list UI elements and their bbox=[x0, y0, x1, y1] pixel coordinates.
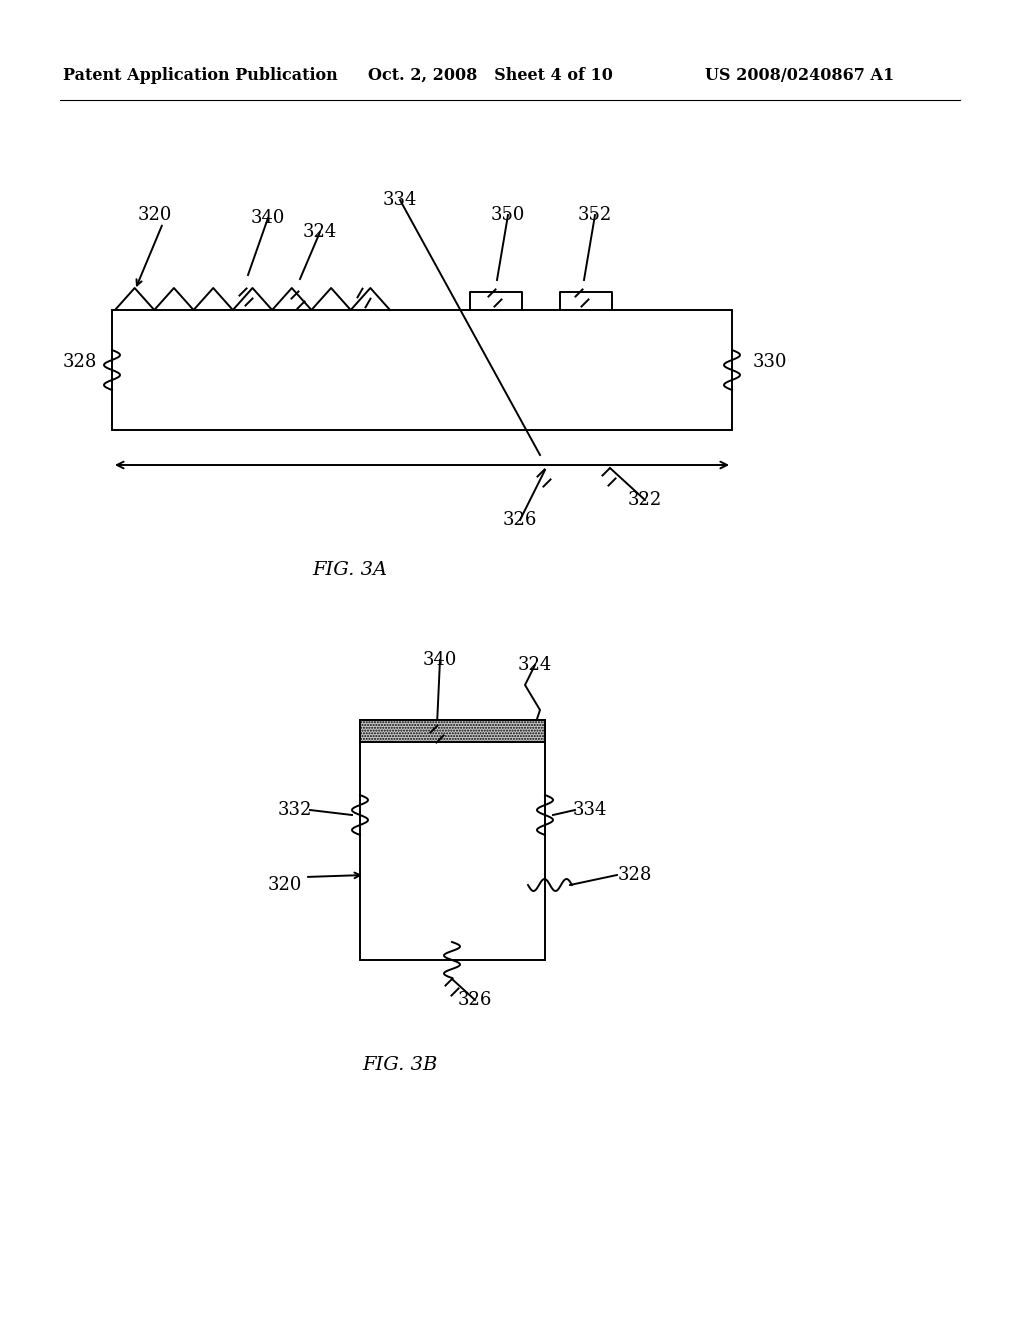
Text: 352: 352 bbox=[578, 206, 612, 224]
Text: 332: 332 bbox=[278, 801, 312, 818]
Text: 334: 334 bbox=[572, 801, 607, 818]
Text: Patent Application Publication: Patent Application Publication bbox=[62, 66, 337, 83]
Text: 350: 350 bbox=[490, 206, 525, 224]
Text: FIG. 3B: FIG. 3B bbox=[362, 1056, 437, 1074]
Bar bbox=[360, 719, 545, 742]
Bar bbox=[360, 719, 545, 960]
Text: 324: 324 bbox=[518, 656, 552, 675]
Text: Oct. 2, 2008   Sheet 4 of 10: Oct. 2, 2008 Sheet 4 of 10 bbox=[368, 66, 612, 83]
Text: 334: 334 bbox=[383, 191, 417, 209]
Text: FIG. 3A: FIG. 3A bbox=[312, 561, 387, 579]
Text: 320: 320 bbox=[268, 876, 302, 894]
Text: 320: 320 bbox=[138, 206, 172, 224]
Bar bbox=[112, 310, 732, 430]
Text: 322: 322 bbox=[628, 491, 663, 510]
Text: US 2008/0240867 A1: US 2008/0240867 A1 bbox=[706, 66, 895, 83]
Text: 330: 330 bbox=[753, 352, 787, 371]
Text: 326: 326 bbox=[458, 991, 493, 1008]
Text: 328: 328 bbox=[617, 866, 652, 884]
Text: 324: 324 bbox=[303, 223, 337, 242]
Text: 340: 340 bbox=[251, 209, 286, 227]
Text: 326: 326 bbox=[503, 511, 538, 529]
Text: 340: 340 bbox=[423, 651, 457, 669]
Text: 328: 328 bbox=[62, 352, 97, 371]
